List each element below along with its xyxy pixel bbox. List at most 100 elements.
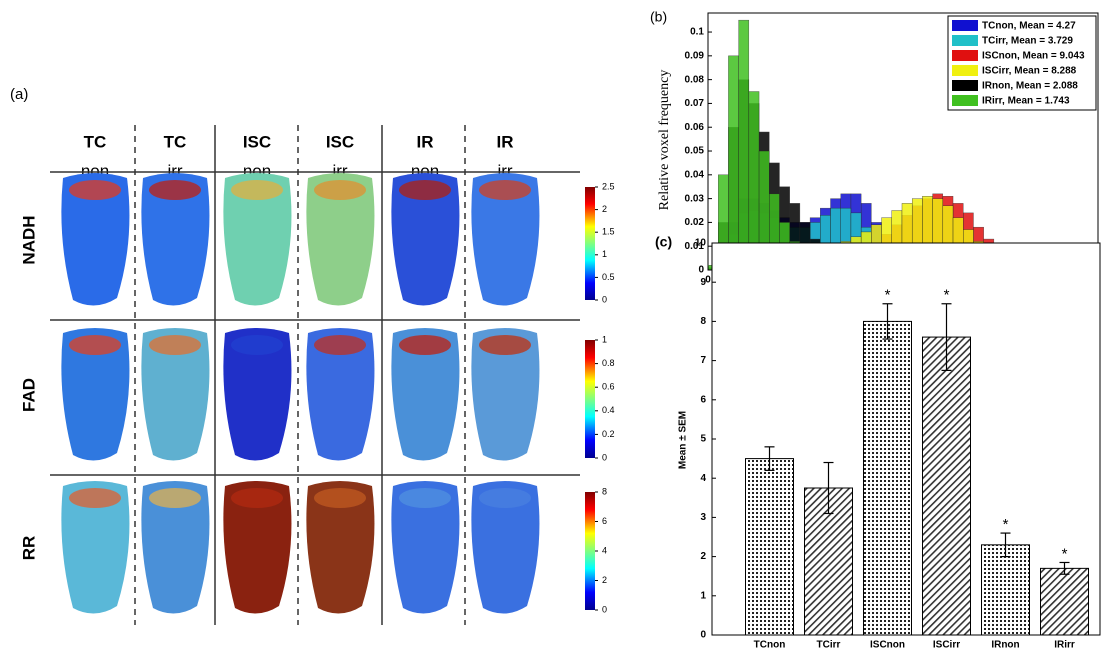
x-tick-label: ISCirr (933, 640, 960, 651)
tissue-highlight (479, 335, 531, 355)
y-tick-label: 5 (700, 434, 706, 445)
legend (947, 15, 1097, 111)
y-tick-label: 0 (700, 630, 706, 641)
tissue-highlight (314, 335, 366, 355)
bar (745, 458, 794, 636)
column-title: IR (497, 132, 514, 151)
column-title: IR (417, 132, 434, 151)
colorbar-tick-label: 4 (602, 545, 607, 555)
colorbar-tick-label: 6 (602, 516, 607, 526)
colorbar-tick-label: 2 (602, 204, 607, 214)
y-tick-label: 3 (700, 512, 706, 523)
tissue-highlight (314, 488, 366, 508)
legend-swatch (952, 20, 978, 31)
tissue-highlight (149, 180, 201, 200)
bar (863, 320, 912, 636)
y-tick-label: 8 (700, 316, 706, 327)
column-title: ISC (326, 132, 354, 151)
tissue-highlight (399, 335, 451, 355)
tissue-image (141, 481, 210, 614)
legend-label: ISCnon, Mean = 9.043 (982, 51, 1085, 62)
tissue-image (223, 328, 292, 461)
panel-label: (c) (655, 234, 672, 250)
colorbar-tick-label: 0.2 (602, 429, 615, 439)
legend-label: TCirr, Mean = 3.729 (982, 36, 1073, 47)
bar (922, 336, 971, 636)
tissue-highlight (314, 180, 366, 200)
tissue-highlight (231, 488, 283, 508)
bar (981, 544, 1030, 636)
legend-swatch (952, 35, 978, 46)
tissue-image (141, 328, 210, 461)
y-tick-label: 0.06 (685, 122, 705, 133)
tissue-image (471, 173, 540, 306)
colorbar-tick-label: 0 (602, 604, 607, 614)
significance-mark: * (1062, 545, 1068, 562)
tissue-highlight (399, 180, 451, 200)
colorbar-tick-label: 0.5 (602, 272, 615, 282)
tissue-highlight (479, 488, 531, 508)
tissue-image (391, 328, 460, 461)
tissue-image (306, 173, 375, 306)
panel-label: (b) (650, 9, 667, 25)
row-label: RR (19, 536, 38, 561)
x-tick-label: TCirr (817, 640, 841, 651)
tissue-image (471, 328, 540, 461)
y-tick-label: 9 (700, 277, 706, 288)
y-tick-label: 2 (700, 551, 706, 562)
legend-swatch (952, 95, 978, 106)
tissue-highlight (69, 335, 121, 355)
colorbar-tick-label: 1.5 (602, 227, 615, 237)
significance-mark: * (885, 287, 891, 304)
y-axis-label: Mean ± SEM (678, 411, 689, 469)
legend-swatch (952, 80, 978, 91)
colorbar-tick-label: 2 (602, 575, 607, 585)
y-tick-label: 0.1 (690, 27, 704, 38)
tissue-image (61, 173, 130, 306)
row-label: NADH (19, 215, 38, 264)
tissue-image (306, 481, 375, 614)
histogram-bar (738, 19, 750, 271)
row-label: FAD (19, 378, 38, 412)
colorbar-tick-label: 0.8 (602, 358, 615, 368)
column-title: TC (164, 132, 187, 151)
colorbar (585, 187, 595, 300)
tissue-image (223, 173, 292, 306)
legend-label: ISCirr, Mean = 8.288 (982, 66, 1077, 77)
tissue-highlight (399, 488, 451, 508)
x-tick-label: ISCnon (870, 640, 905, 651)
tissue-image (306, 328, 375, 461)
y-tick-label: 6 (700, 394, 706, 405)
colorbar-tick-label: 8 (602, 486, 607, 496)
y-tick-label: 0.03 (685, 193, 705, 204)
y-tick-label: 0.04 (685, 169, 705, 180)
x-tick-label: IRnon (991, 640, 1019, 651)
y-tick-label: 1 (700, 590, 706, 601)
y-tick-label: 0 (698, 265, 704, 276)
legend-swatch (952, 65, 978, 76)
tissue-highlight (69, 488, 121, 508)
y-tick-label: 7 (700, 355, 706, 366)
colorbar-tick-label: 0 (602, 452, 607, 462)
legend-label: IRnon, Mean = 2.088 (982, 81, 1078, 92)
column-title: ISC (243, 132, 271, 151)
tissue-highlight (231, 335, 283, 355)
x-tick-label: TCnon (754, 640, 786, 651)
colorbar (585, 340, 595, 458)
colorbar (585, 492, 595, 610)
y-tick-label: 0.09 (685, 50, 705, 61)
tissue-image (61, 328, 130, 461)
tissue-image (141, 173, 210, 306)
histogram-bar (728, 55, 739, 271)
colorbar-tick-label: 0.6 (602, 382, 615, 392)
tissue-highlight (479, 180, 531, 200)
tissue-image (223, 481, 292, 614)
y-tick-label: 10 (695, 238, 707, 249)
tissue-highlight (149, 488, 201, 508)
x-tick-label: IRirr (1054, 640, 1075, 651)
column-title: TC (84, 132, 107, 151)
tissue-image (391, 481, 460, 614)
colorbar-tick-label: 1 (602, 334, 607, 344)
colorbar-tick-label: 1 (602, 249, 607, 259)
colorbar-tick-label: 0 (602, 294, 607, 304)
